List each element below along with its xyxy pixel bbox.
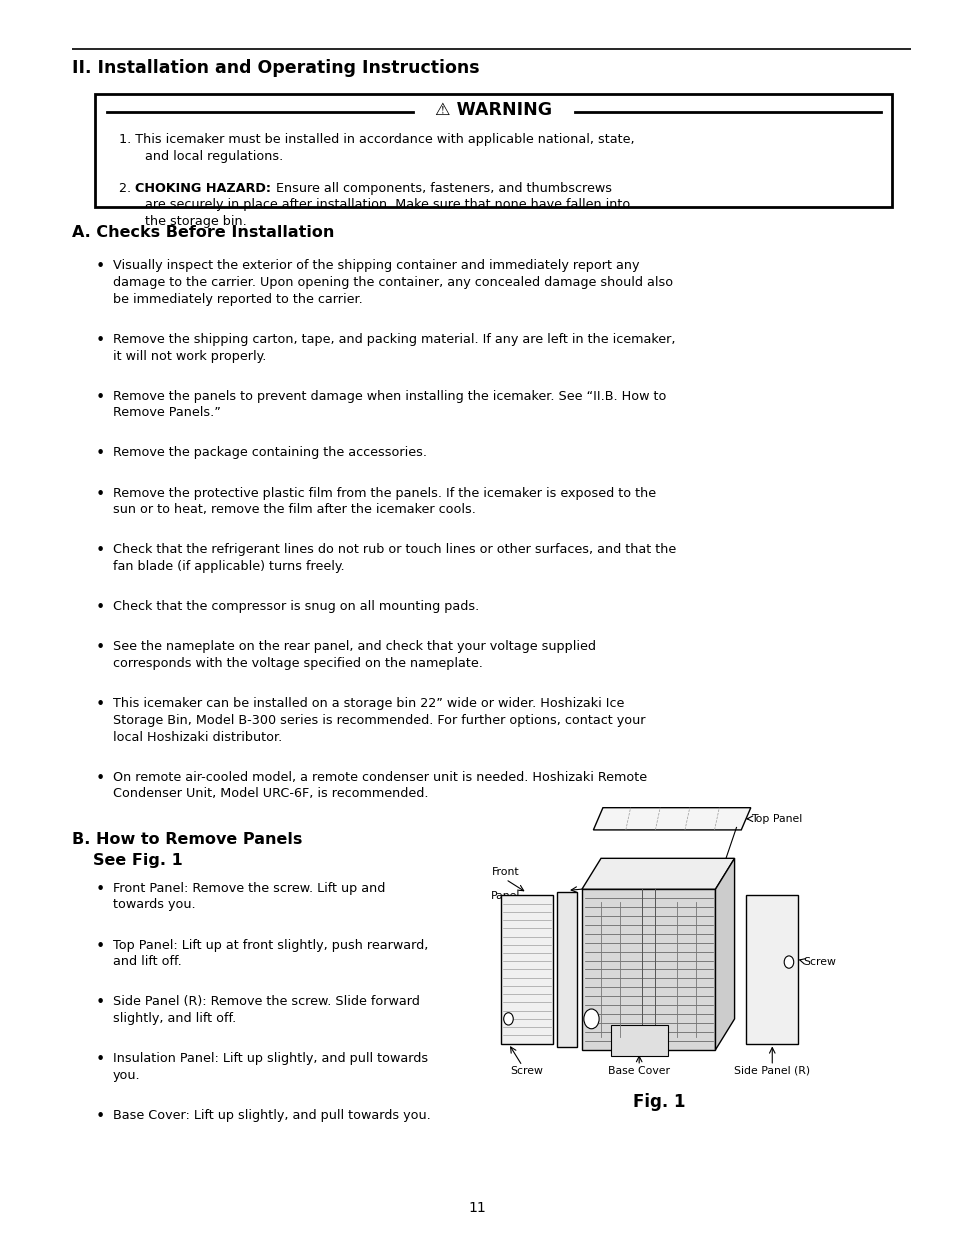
FancyBboxPatch shape [500,895,553,1044]
Text: Base Cover: Lift up slightly, and pull towards you.: Base Cover: Lift up slightly, and pull t… [112,1109,430,1123]
Text: Remove the protective plastic film from the panels. If the icemaker is exposed t: Remove the protective plastic film from … [112,487,655,500]
Text: •: • [95,333,105,348]
Text: On remote air-cooled model, a remote condenser unit is needed. Hoshizaki Remote: On remote air-cooled model, a remote con… [112,771,646,784]
Text: This icemaker can be installed on a storage bin 22” wide or wider. Hoshizaki Ice: This icemaker can be installed on a stor… [112,698,623,710]
Text: Insulation: Insulation [595,867,648,877]
Polygon shape [715,858,734,1050]
Text: damage to the carrier. Upon opening the container, any concealed damage should a: damage to the carrier. Upon opening the … [112,277,672,289]
Circle shape [783,956,793,968]
Text: •: • [95,995,105,1010]
Text: A. Checks Before Installation: A. Checks Before Installation [71,225,334,240]
Text: Check that the refrigerant lines do not rub or touch lines or other surfaces, an: Check that the refrigerant lines do not … [112,543,675,557]
Text: Visually inspect the exterior of the shipping container and immediately report a: Visually inspect the exterior of the shi… [112,259,639,273]
Text: the storage bin.: the storage bin. [145,215,247,228]
Text: and local regulations.: and local regulations. [145,151,283,163]
Text: See Fig. 1: See Fig. 1 [92,853,182,868]
Text: See the nameplate on the rear panel, and check that your voltage supplied: See the nameplate on the rear panel, and… [112,641,595,653]
Polygon shape [581,858,734,889]
FancyBboxPatch shape [95,94,891,207]
Text: corresponds with the voltage specified on the nameplate.: corresponds with the voltage specified o… [112,657,482,671]
Text: Side Panel (R): Remove the screw. Slide forward: Side Panel (R): Remove the screw. Slide … [112,995,419,1009]
Text: •: • [95,1109,105,1124]
Text: be immediately reported to the carrier.: be immediately reported to the carrier. [112,293,362,306]
Text: Panel: Panel [595,882,624,892]
FancyBboxPatch shape [745,895,798,1044]
FancyBboxPatch shape [557,892,577,1047]
Text: •: • [95,771,105,785]
Text: Remove Panels.”: Remove Panels.” [112,406,220,420]
Text: ⚠ WARNING: ⚠ WARNING [435,101,552,120]
Text: •: • [95,641,105,656]
Text: Remove the panels to prevent damage when installing the icemaker. See “II.B. How: Remove the panels to prevent damage when… [112,390,665,403]
Text: sun or to heat, remove the film after the icemaker cools.: sun or to heat, remove the film after th… [112,504,475,516]
Text: •: • [95,882,105,897]
Text: •: • [95,447,105,462]
Text: 1. This icemaker must be installed in accordance with applicable national, state: 1. This icemaker must be installed in ac… [119,133,634,147]
Text: Screw: Screw [802,957,835,967]
Text: Check that the compressor is snug on all mounting pads.: Check that the compressor is snug on all… [112,600,478,614]
Text: II. Installation and Operating Instructions: II. Installation and Operating Instructi… [71,59,478,78]
Text: •: • [95,543,105,558]
Text: •: • [95,1052,105,1067]
Text: Top Panel: Top Panel [750,814,801,824]
Text: Insulation Panel: Lift up slightly, and pull towards: Insulation Panel: Lift up slightly, and … [112,1052,427,1066]
Text: Front Panel: Remove the screw. Lift up and: Front Panel: Remove the screw. Lift up a… [112,882,385,895]
Text: 2.: 2. [119,182,135,195]
Text: •: • [95,390,105,405]
Text: Screw: Screw [510,1066,543,1076]
Text: •: • [95,939,105,953]
Circle shape [583,1009,598,1029]
Text: Condenser Unit, Model URC-6F, is recommended.: Condenser Unit, Model URC-6F, is recomme… [112,788,428,800]
Text: Side Panel (R): Side Panel (R) [734,1066,809,1076]
Text: towards you.: towards you. [112,899,195,911]
Text: Storage Bin, Model B-300 series is recommended. For further options, contact you: Storage Bin, Model B-300 series is recom… [112,714,644,727]
Text: Fig. 1: Fig. 1 [632,1093,685,1112]
Text: CHOKING HAZARD:: CHOKING HAZARD: [135,182,272,195]
Text: it will not work properly.: it will not work properly. [112,350,266,363]
Text: Remove the package containing the accessories.: Remove the package containing the access… [112,447,426,459]
Text: Base Cover: Base Cover [608,1066,669,1076]
Text: •: • [95,600,105,615]
Text: Front: Front [492,867,518,877]
Text: •: • [95,698,105,713]
FancyBboxPatch shape [581,889,715,1050]
Polygon shape [593,808,750,830]
Circle shape [503,1013,513,1025]
FancyBboxPatch shape [610,1025,667,1056]
Text: Remove the shipping carton, tape, and packing material. If any are left in the i: Remove the shipping carton, tape, and pa… [112,333,675,346]
Text: •: • [95,259,105,274]
Text: and lift off.: and lift off. [112,956,181,968]
Text: •: • [95,487,105,501]
Text: are securely in place after installation. Make sure that none have fallen into: are securely in place after installation… [145,198,630,211]
Text: 11: 11 [468,1200,485,1215]
Text: local Hoshizaki distributor.: local Hoshizaki distributor. [112,731,281,743]
Text: fan blade (if applicable) turns freely.: fan blade (if applicable) turns freely. [112,561,344,573]
Text: slightly, and lift off.: slightly, and lift off. [112,1013,235,1025]
Text: you.: you. [112,1070,140,1082]
Text: B. How to Remove Panels: B. How to Remove Panels [71,832,301,847]
Text: Panel: Panel [491,890,519,900]
Text: Top Panel: Lift up at front slightly, push rearward,: Top Panel: Lift up at front slightly, pu… [112,939,428,952]
Text: Ensure all components, fasteners, and thumbscrews: Ensure all components, fasteners, and th… [272,182,611,195]
